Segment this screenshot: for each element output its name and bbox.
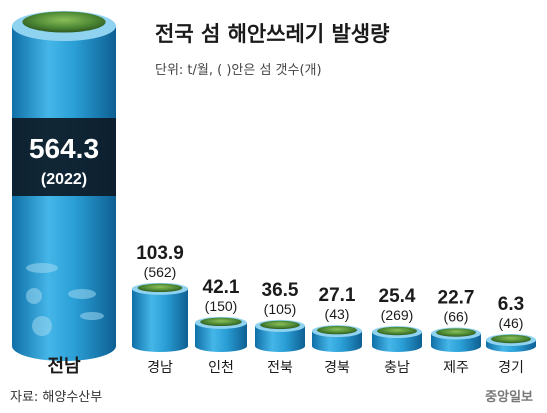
value-label: 42.1 bbox=[203, 277, 240, 298]
count-label: (2022) bbox=[41, 171, 87, 188]
count-label: (66) bbox=[444, 309, 469, 325]
category-label: 제주 bbox=[443, 360, 469, 376]
value-label: 22.7 bbox=[438, 288, 475, 309]
bar-3 bbox=[195, 316, 247, 352]
count-label: (150) bbox=[205, 298, 238, 314]
island-icon bbox=[491, 334, 531, 344]
count-label: (269) bbox=[381, 307, 414, 323]
island-icon bbox=[137, 283, 183, 293]
category-label: 충남 bbox=[384, 360, 410, 376]
island-icon bbox=[317, 325, 357, 335]
bar-body bbox=[132, 288, 188, 352]
category-label: 인천 bbox=[208, 360, 234, 376]
bar-body bbox=[312, 331, 362, 352]
value-label: 103.9 bbox=[136, 243, 184, 264]
island-icon bbox=[22, 11, 106, 33]
count-label: (46) bbox=[499, 315, 524, 331]
marine-life-icon bbox=[26, 263, 104, 336]
bar-5 bbox=[312, 325, 362, 352]
island-icon bbox=[377, 326, 417, 336]
island-icon bbox=[260, 320, 300, 330]
bar-6 bbox=[372, 326, 422, 352]
value-label: 25.4 bbox=[379, 286, 416, 307]
bar-1 bbox=[12, 11, 116, 361]
publisher-logo: 중앙일보 bbox=[485, 390, 533, 405]
chart-title: 전국 섬 해안쓰레기 발생량 bbox=[155, 22, 390, 46]
bar-8 bbox=[486, 334, 536, 352]
category-label: 경북 bbox=[324, 360, 350, 376]
bar-7 bbox=[431, 327, 481, 352]
value-label: 27.1 bbox=[319, 285, 356, 306]
value-label: 6.3 bbox=[498, 294, 524, 315]
count-label: (105) bbox=[264, 301, 297, 317]
category-label: 경남 bbox=[147, 360, 173, 376]
bar-body bbox=[195, 322, 247, 352]
category-label: 전북 bbox=[267, 360, 293, 376]
chart-subtitle: 단위: t/월, ( )안은 섬 갯수(개) bbox=[155, 63, 322, 78]
count-label: (43) bbox=[325, 306, 350, 322]
island-icon bbox=[200, 317, 242, 327]
bar-2 bbox=[132, 282, 188, 352]
count-label: (562) bbox=[144, 264, 177, 280]
bar-4 bbox=[255, 319, 305, 352]
value-label: 36.5 bbox=[262, 280, 299, 301]
source-note: 자료: 해양수산부 bbox=[10, 390, 103, 405]
island-icon bbox=[436, 328, 476, 337]
bar-body bbox=[255, 325, 305, 352]
category-label: 경기 bbox=[498, 360, 524, 376]
value-band bbox=[12, 118, 116, 196]
category-label: 전남 bbox=[47, 356, 81, 377]
value-label: 564.3 bbox=[29, 133, 99, 164]
